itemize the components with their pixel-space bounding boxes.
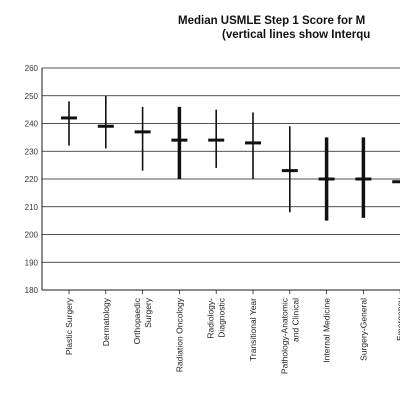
category-label: Transitional Year	[248, 298, 258, 361]
y-tick-label: 250	[25, 92, 39, 101]
category-label-line: Surgery	[143, 297, 153, 328]
category-label: Dermatology	[101, 297, 111, 346]
y-tick-label: 240	[25, 120, 39, 129]
category-label: Plastic Surgery	[64, 297, 74, 355]
category-label-line: Diagnostic	[217, 297, 227, 337]
category-label-line: Transitional Year	[248, 298, 258, 361]
category-label: Pathology-Anatomic and Clinical	[279, 297, 300, 374]
y-tick-label: 210	[25, 203, 39, 212]
category-label-line: Orthopaedic	[132, 297, 142, 344]
y-tick-label: 200	[25, 231, 39, 240]
category-label-line: and Clinical	[290, 298, 300, 342]
category-label-line: Dermatology	[101, 297, 111, 346]
category-label-line: Internal Medicine	[322, 298, 332, 363]
category-label: Emergency	[395, 297, 400, 341]
category-label-line: Pathology-Anatomic	[279, 297, 289, 374]
gridlines	[42, 67, 400, 291]
category-label-line: Surgery-General	[358, 298, 368, 361]
y-tick-label: 180	[25, 286, 39, 295]
category-label-line: Radiation Oncology	[174, 297, 184, 372]
category-label: Orthopaedic Surgery	[132, 297, 153, 344]
x-axis: Plastic Surgery Dermatology Orthopaedic Sur…	[42, 289, 400, 374]
category-label-line: Emergency	[395, 297, 400, 341]
y-tick-label: 230	[25, 147, 39, 156]
category-label-line: Plastic Surgery	[64, 297, 74, 355]
chart-title: Median USMLE Step 1 Score for M	[178, 15, 365, 27]
y-tick-label: 190	[25, 258, 39, 267]
y-tick-label: 220	[25, 175, 39, 184]
y-tick-label: 260	[25, 64, 39, 73]
category-label-line: Radiology-	[206, 298, 216, 339]
y-axis: 180 190 200 210 220 230 240 250 260	[25, 64, 43, 295]
category-label: Radiology- Diagnostic	[206, 297, 227, 338]
chart-subtitle: (vertical lines show Interqu	[222, 29, 370, 41]
category-label: Surgery-General	[358, 298, 368, 361]
category-label: Internal Medicine	[322, 298, 332, 363]
data-marks	[61, 95, 400, 221]
category-label: Radiation Oncology	[174, 297, 184, 372]
